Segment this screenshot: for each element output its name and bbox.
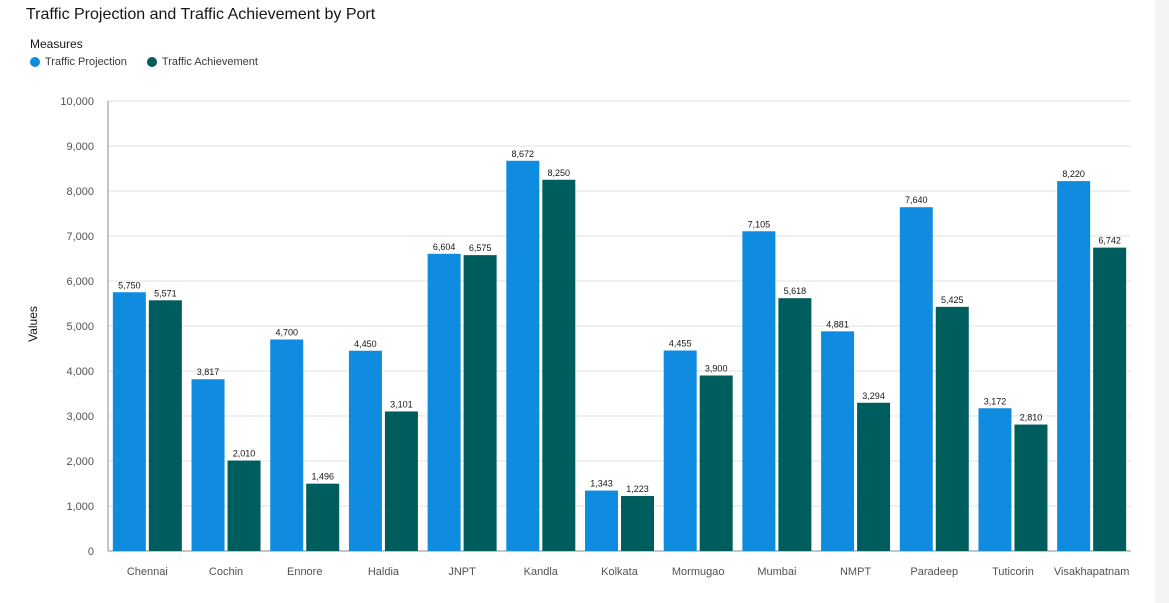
bar-traffic-achievement xyxy=(621,495,654,551)
x-tick-label: Kolkata xyxy=(601,566,639,578)
data-label: 5,571 xyxy=(154,288,177,298)
legend-swatch-circle-icon xyxy=(146,57,157,67)
bar-traffic-projection xyxy=(506,160,540,551)
bar-traffic-achievement xyxy=(1093,247,1127,552)
bar-traffic-projection xyxy=(663,350,697,551)
data-label: 7,640 xyxy=(905,195,928,205)
legend-item-traffic-achievement[interactable]: Traffic Achievement xyxy=(146,56,258,68)
bar-traffic-projection xyxy=(191,379,225,551)
data-label: 4,700 xyxy=(275,328,298,338)
x-tick-label: Cochin xyxy=(209,566,243,578)
y-tick-label: 8,000 xyxy=(66,186,94,198)
data-label: 4,455 xyxy=(669,339,692,349)
x-tick-label: Ennore xyxy=(287,566,322,578)
data-label: 3,817 xyxy=(197,367,220,377)
data-label: 2,010 xyxy=(233,449,256,459)
data-label: 1,343 xyxy=(590,479,613,489)
legend-swatch-circle-icon xyxy=(30,57,40,67)
x-tick-label: Haldia xyxy=(368,566,400,578)
y-axis-title: Values xyxy=(26,306,40,342)
x-tick-label: Mormugao xyxy=(672,566,725,578)
x-tick-label: Paradeep xyxy=(910,566,958,578)
y-tick-label: 6,000 xyxy=(66,276,94,288)
chart-title: Traffic Projection and Traffic Achieveme… xyxy=(26,6,376,23)
x-tick-label: JNPT xyxy=(448,566,476,578)
y-tick-label: 0 xyxy=(88,546,94,558)
bar-traffic-projection xyxy=(1057,181,1091,551)
data-label: 3,294 xyxy=(862,391,885,401)
bar-traffic-achievement xyxy=(148,300,182,551)
bar-traffic-projection xyxy=(427,253,461,551)
data-label: 8,672 xyxy=(512,149,535,159)
data-label: 1,223 xyxy=(626,484,649,494)
y-tick-label: 4,000 xyxy=(66,366,94,378)
bar-traffic-achievement xyxy=(935,306,969,551)
data-label: 3,172 xyxy=(984,396,1007,406)
data-label: 6,604 xyxy=(433,242,456,252)
bar-traffic-achievement xyxy=(699,375,733,551)
data-label: 6,742 xyxy=(1098,236,1121,246)
y-tick-label: 9,000 xyxy=(66,141,94,153)
bar-traffic-achievement xyxy=(306,483,340,551)
data-label: 8,220 xyxy=(1062,169,1085,179)
data-label: 4,881 xyxy=(826,319,849,329)
y-tick-label: 3,000 xyxy=(66,411,94,423)
x-tick-label: Visakhapatnam xyxy=(1054,566,1130,578)
x-tick-label: Mumbai xyxy=(757,566,796,578)
bar-traffic-projection xyxy=(270,339,304,551)
bar-traffic-achievement xyxy=(384,411,418,551)
bar-traffic-achievement xyxy=(1014,424,1048,551)
bar-traffic-projection xyxy=(585,490,618,551)
data-label: 5,750 xyxy=(118,280,141,290)
data-label: 5,425 xyxy=(941,295,964,305)
data-label: 2,810 xyxy=(1020,413,1043,423)
bar-traffic-projection xyxy=(348,350,382,551)
bar-traffic-projection xyxy=(112,292,146,551)
bar-traffic-achievement xyxy=(857,402,891,551)
data-label: 7,105 xyxy=(748,219,771,229)
data-label: 8,250 xyxy=(548,168,571,178)
legend-item-traffic-projection[interactable]: Traffic Projection xyxy=(30,56,127,68)
data-label: 3,900 xyxy=(705,364,728,374)
x-tick-label: NMPT xyxy=(840,566,871,578)
data-label: 4,450 xyxy=(354,339,377,349)
bar-traffic-achievement xyxy=(778,298,812,551)
x-tick-label: Tuticorin xyxy=(992,566,1034,578)
y-tick-label: 7,000 xyxy=(66,231,94,243)
legend-label: Traffic Projection xyxy=(45,56,127,68)
bar-traffic-projection xyxy=(742,231,776,551)
data-label: 6,575 xyxy=(469,243,492,253)
bar-traffic-projection xyxy=(899,207,933,551)
legend: Traffic Projection Traffic Achievement xyxy=(30,56,258,68)
legend-label: Traffic Achievement xyxy=(161,56,258,68)
bar-traffic-achievement xyxy=(463,255,497,551)
y-tick-label: 2,000 xyxy=(66,456,94,468)
y-tick-label: 5,000 xyxy=(66,321,94,333)
bar-traffic-achievement xyxy=(227,460,261,551)
bar-traffic-achievement xyxy=(542,179,576,551)
y-tick-label: 1,000 xyxy=(66,501,94,513)
data-label: 3,101 xyxy=(390,399,413,409)
bar-traffic-projection xyxy=(978,408,1012,551)
x-tick-label: Chennai xyxy=(127,566,168,578)
data-label: 5,618 xyxy=(784,286,807,296)
data-label: 1,496 xyxy=(311,472,334,482)
scroll-strip xyxy=(1155,0,1169,603)
legend-title: Measures xyxy=(30,37,83,51)
y-tick-label: 10,000 xyxy=(60,96,94,108)
x-tick-label: Kandla xyxy=(524,566,559,578)
bar-traffic-projection xyxy=(821,331,855,551)
